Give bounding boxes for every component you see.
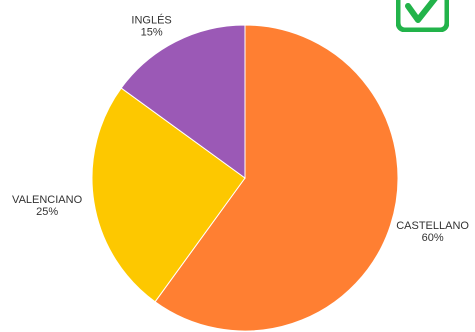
pie-label-valenciano: VALENCIANO 25% (12, 194, 83, 218)
pie-slice-castellano (154, 24, 399, 332)
check-box-icon (396, 0, 449, 32)
pie-label-ingles: INGLÉS 15% (131, 14, 171, 39)
pie-label-percent: 25% (36, 206, 58, 218)
pie-slices (91, 24, 399, 332)
pie-slice-valenciano (91, 87, 246, 303)
pie-label-percent: 15% (141, 27, 163, 39)
pie-labels: CASTELLANO 60% VALENCIANO 25% INGLÉS 15% (12, 14, 469, 244)
pie-label-name: CASTELLANO (396, 220, 469, 232)
pie-label-percent: 60% (422, 232, 444, 244)
pie-label-name: VALENCIANO (12, 194, 83, 206)
pie-label-castellano: CASTELLANO 60% (396, 220, 469, 244)
pie-label-name: INGLÉS (131, 14, 171, 27)
pie-slice-ingles (120, 24, 246, 179)
